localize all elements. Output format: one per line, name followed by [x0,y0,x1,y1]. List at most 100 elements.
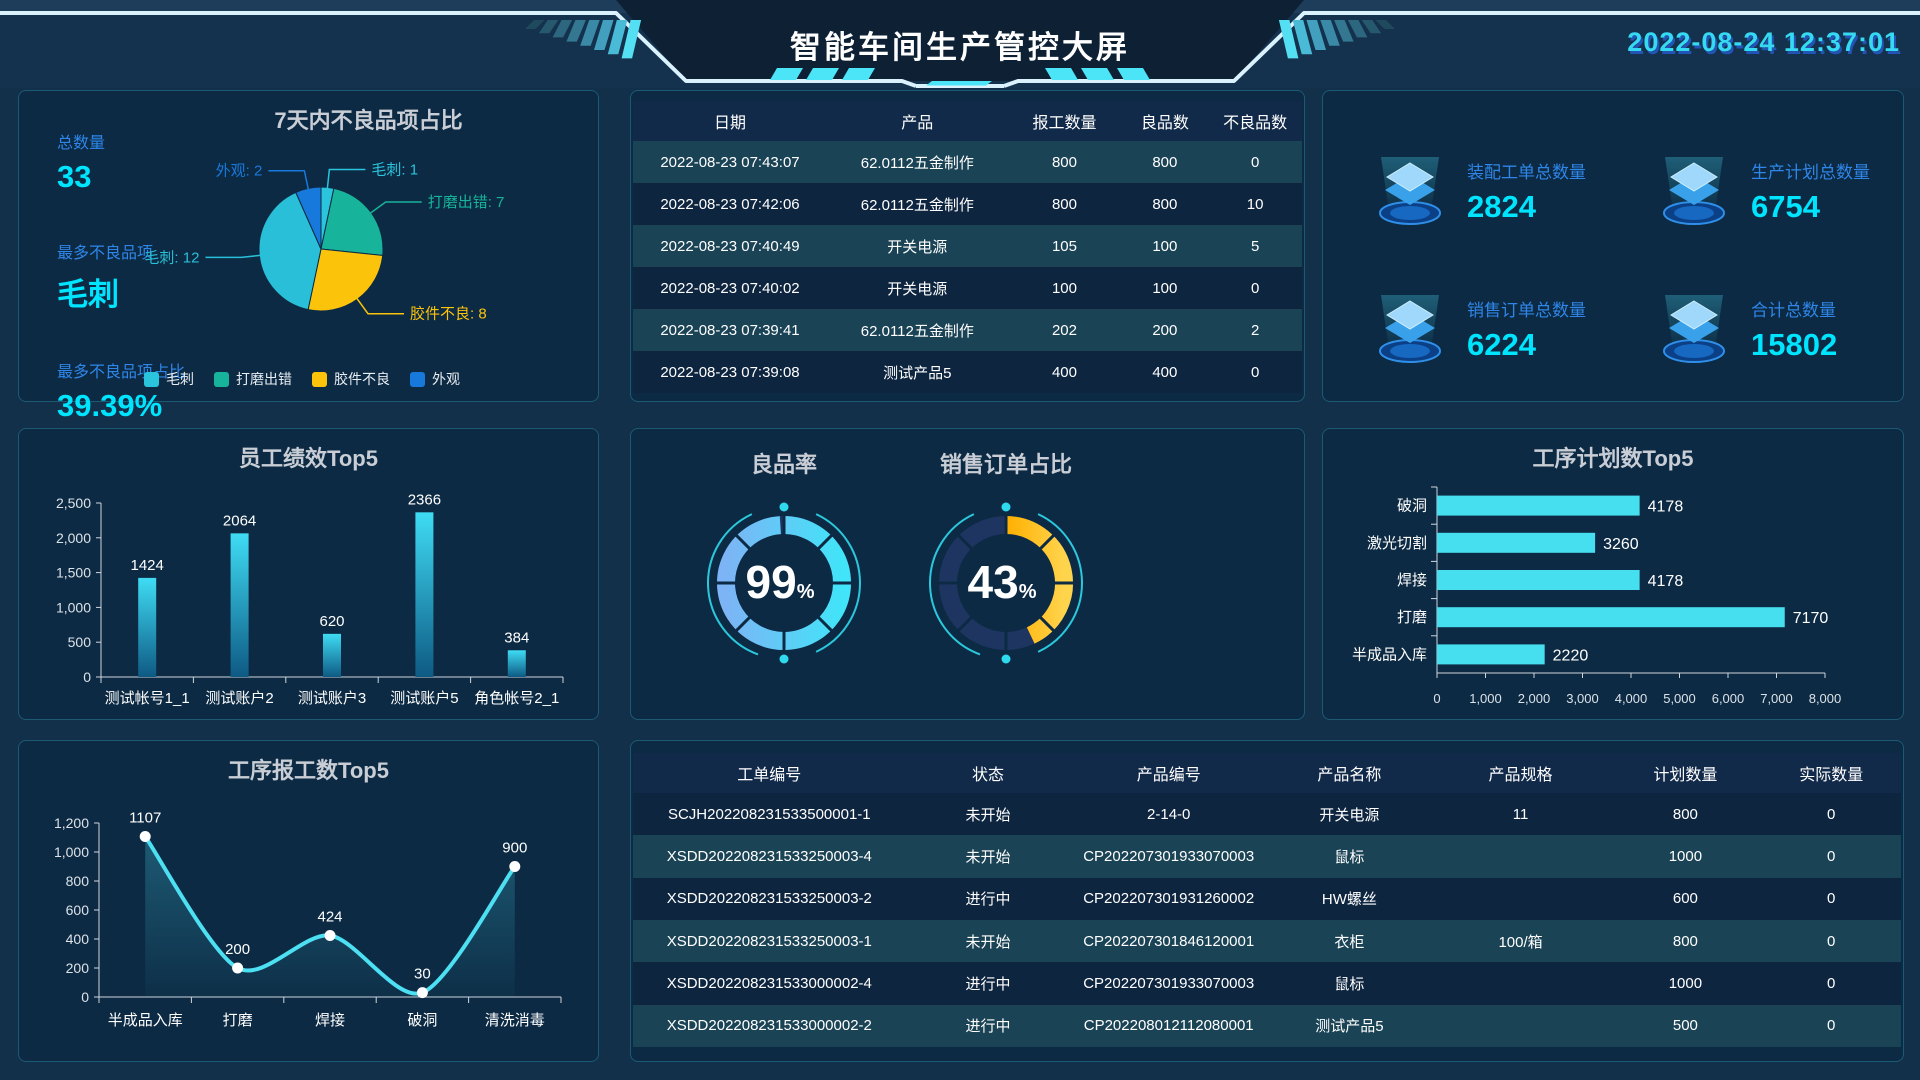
svg-text:测试账户3: 测试账户3 [298,690,366,707]
table-cell: 0 [1250,153,1260,171]
table-cell: 5 [1250,237,1260,255]
table-cell: 800 [1051,153,1077,171]
table-cell: 测试产品5 [1315,1018,1384,1036]
datetime-display: 2022-08-24 12:37:01 [1627,27,1900,57]
yield-gauge-title: 良品率 [750,452,817,477]
table-cell: 600 [1672,890,1698,908]
table-cell: 状态 [972,767,1005,784]
table-cell: 2022-08-23 07:43:07 [660,153,800,171]
defect-stat-value: 33 [57,159,92,194]
legend-label: 外观 [432,371,460,387]
gauge-svg: 43% [929,502,1083,664]
table-cell: 800 [1152,153,1178,171]
table-header-row: 工单编号 状态 产品编号 产品名称 产品规格 计划数量 实际数量 [633,753,1901,793]
svg-text:测试账户5: 测试账户5 [390,690,458,707]
svg-text:7170: 7170 [1793,610,1829,627]
svg-text:6,000: 6,000 [1712,691,1745,706]
defect-stat: 总数量 33 [57,129,185,195]
hbar-chart-svg: 0 1,000 2,000 3,000 4,000 5,000 6,000 7,000 8,00… [1352,486,1841,706]
table-cell: 产品 [901,115,934,132]
svg-text:1,000: 1,000 [54,844,89,860]
header-banner: 智能车间生产管控大屏 2022-08-24 12:37:01 [0,0,1920,88]
table-cell: 800 [1152,195,1178,213]
svg-text:43%: 43% [968,556,1037,608]
legend-label: 打磨出错 [236,371,292,387]
performance-bar-chart: 0 500 1,000 1,500 2,000 2,500 1424 测试帐号1_1 2064 测… [37,475,577,718]
work-order-table: 工单编号 状态 产品编号 产品名称 产品规格 计划数量 实际数量 SCJH2022082315… [633,753,1901,1047]
table-cell: 400 [1051,363,1077,381]
svg-text:打磨: 打磨 [223,1012,253,1029]
svg-text:1107: 1107 [129,809,161,826]
page-title: 智能车间生产管控大屏 [790,30,1130,65]
table-cell: 鼠标 [1334,975,1365,993]
table-row: XSDD202208231533250003-4 未开始 CP20220730193… [633,835,1901,878]
svg-text:激光切割: 激光切割 [1367,535,1427,552]
table-cell: XSDD202208231533000002-2 [666,1017,872,1035]
table-row: 2022-08-23 07:42:06 62.0112五金制作 800 800 10 [633,183,1302,225]
svg-text:7,000: 7,000 [1760,691,1793,706]
report-line-chart: 0 200 400 600 800 1,000 1,200 1107 半成品入库 200 打磨 424… [37,789,577,1042]
svg-text:测试帐号1_1: 测试帐号1_1 [105,690,190,707]
svg-text:破洞: 破洞 [407,1012,437,1029]
plan-hbar-chart: 0 1,000 2,000 3,000 4,000 5,000 6,000 7,000 8,00… [1339,475,1887,716]
svg-text:2,000: 2,000 [56,530,91,546]
table-cell: 800 [1672,932,1698,950]
table-cell: 2022-08-23 07:40:02 [660,279,800,297]
svg-text:角色帐号2_1: 角色帐号2_1 [474,690,559,707]
legend-swatch [214,371,229,387]
stat-card: 装配工单总数量 2824 [1367,153,1586,229]
table-cell: 1000 [1668,974,1703,992]
svg-text:800: 800 [66,873,90,889]
svg-text:半成品入库: 半成品入库 [1352,646,1427,663]
svg-text:毛刺: 1: 毛刺: 1 [371,161,418,178]
svg-text:胶件不良: 8: 胶件不良: 8 [410,306,487,323]
svg-text:3260: 3260 [1603,536,1639,553]
svg-text:2,000: 2,000 [1518,691,1551,706]
process-report-title: 工序报工数Top5 [228,758,389,783]
report-table: 日期 产品 报工数量 良品数 不良品数 2022-08-23 07:43:07 62.011… [633,101,1302,393]
svg-text:5,000: 5,000 [1663,691,1696,706]
table-cell: 2022-08-23 07:39:41 [660,321,800,339]
table-cell: XSDD202208231533250003-1 [666,932,872,950]
table-cell: 500 [1672,1017,1698,1035]
report-table-panel: 日期 产品 报工数量 良品数 不良品数 2022-08-23 07:43:07 62.011… [630,90,1305,402]
svg-text:1,500: 1,500 [56,565,91,581]
svg-text:2220: 2220 [1553,647,1589,664]
table-cell: 1000 [1668,847,1703,865]
table-cell: XSDD202208231533250003-4 [666,847,872,865]
table-cell [1432,835,1610,877]
table-cell: 11 [1512,805,1529,823]
table-row: SCJH202208231533500001-1 未开始 2-14-0 开关电源 11 8… [633,793,1901,836]
table-cell: 产品编号 [1136,767,1201,784]
performance-title: 员工绩效Top5 [239,446,378,471]
table-cell [1432,1005,1610,1047]
bar-chart-svg: 0 500 1,000 1,500 2,000 2,500 1424 测试帐号1_1 2064 测… [56,491,564,707]
table-cell: 鼠标 [1334,848,1365,866]
work-order-panel: 工单编号 状态 产品编号 产品名称 产品规格 计划数量 实际数量 SCJH2022082315… [630,740,1904,1062]
table-cell: 产品规格 [1488,767,1553,784]
table-row: XSDD202208231533250003-1 未开始 CP20220730184… [633,919,1901,963]
svg-text:2366: 2366 [408,491,441,508]
svg-text:1,200: 1,200 [54,815,89,831]
table-cell: 0 [1827,890,1836,908]
table-row: XSDD202208231533250003-2 进行中 CP20220730193… [633,877,1901,920]
legend-item: 外观 [410,369,460,389]
svg-text:200: 200 [225,941,250,958]
svg-text:0: 0 [81,989,89,1005]
layers-icon [1379,295,1441,363]
gauges-panel: 良品率 99% 销售订单占比 43% [630,428,1305,720]
table-cell: 100 [1051,279,1077,297]
plan-panel: 工序计划数Top5 0 1,000 2,000 3,000 4,000 5,000 6,00… [1322,428,1904,720]
header-decoration [0,0,1920,88]
svg-text:焊接: 焊接 [315,1012,345,1029]
legend-label: 胶件不良 [334,371,390,387]
order-stats-panel: 装配工单总数量 2824 生产计划总数量 6754 销售订单总数量 6224 合计总数量 15… [1322,90,1904,402]
table-row: XSDD202208231533000002-4 进行中 CP20220730193… [633,962,1901,1005]
stat-card: 生产计划总数量 6754 [1651,153,1870,229]
svg-text:1424: 1424 [131,557,164,574]
table-cell: 100 [1152,237,1178,255]
svg-text:99%: 99% [746,556,815,608]
table-cell: 0 [1827,847,1836,865]
table-cell: 良品数 [1140,115,1189,132]
table-cell: 105 [1051,237,1077,255]
